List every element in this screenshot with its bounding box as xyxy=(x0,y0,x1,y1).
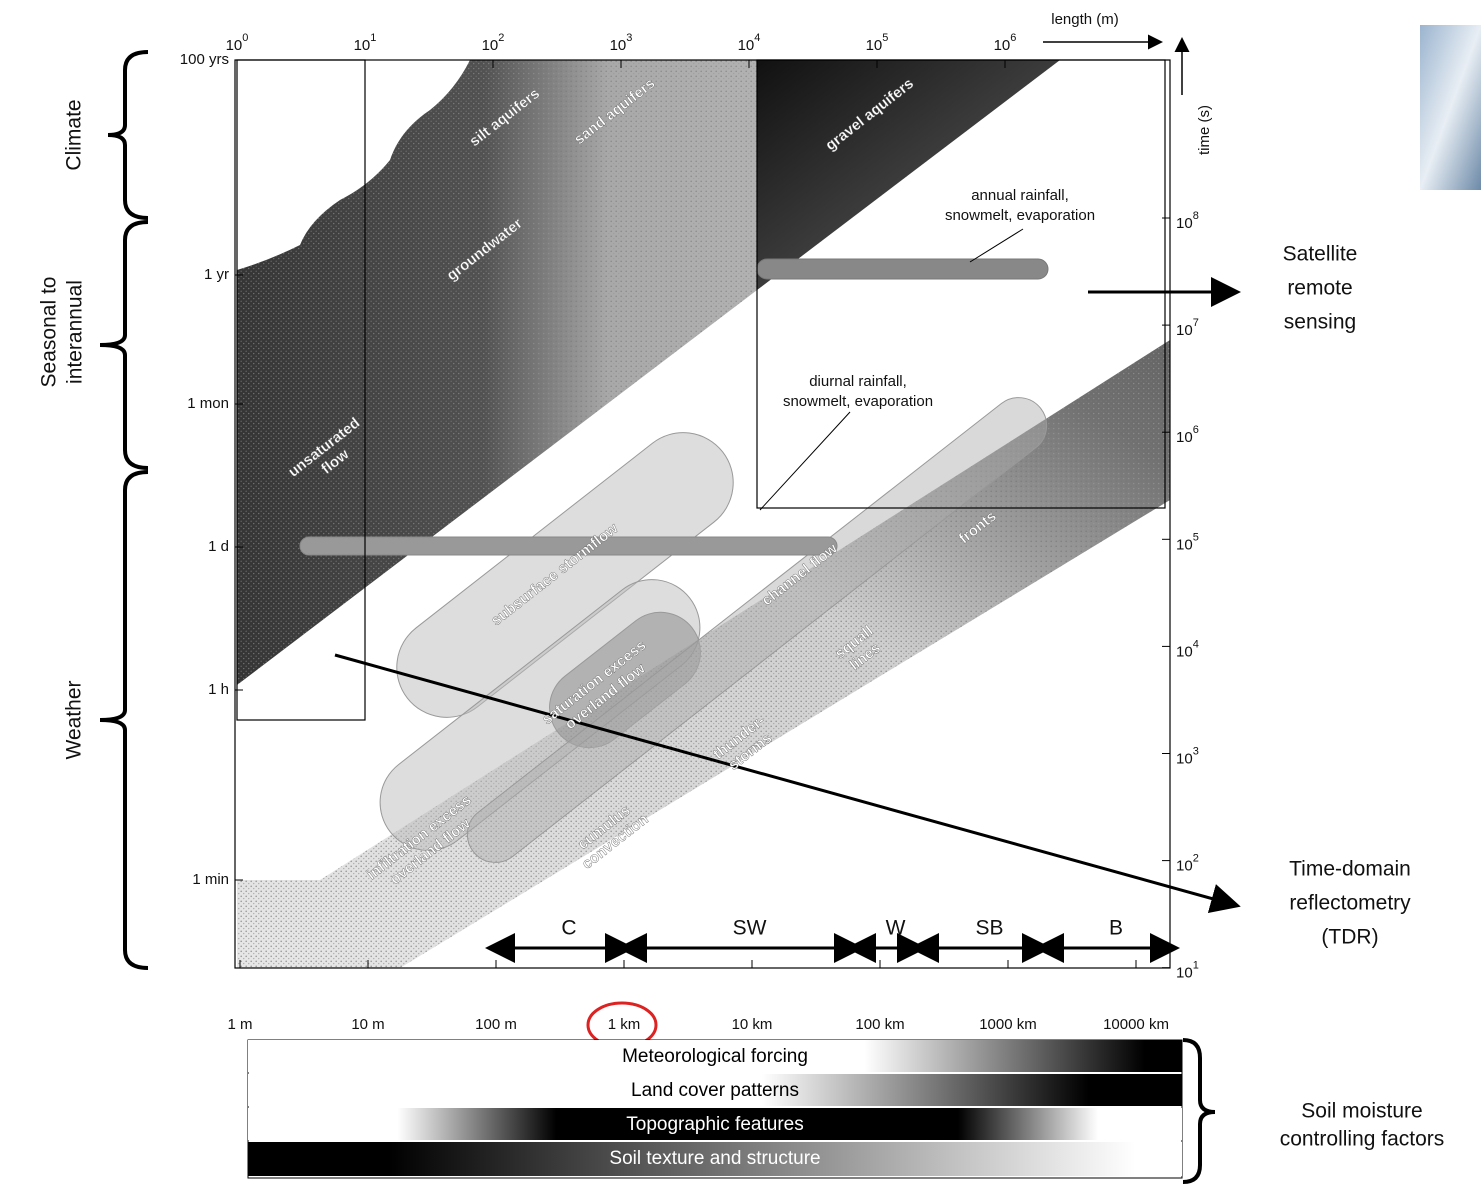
bottom-tick-label: 10 km xyxy=(732,1016,773,1033)
bottom-tick-label: 1000 km xyxy=(979,1016,1037,1033)
range-label: B xyxy=(1109,917,1123,940)
method-label-line: sensing xyxy=(1284,311,1356,334)
right-axis-label: time (s) xyxy=(1196,105,1213,155)
rainfall-note-line: diurnal rainfall, xyxy=(809,373,907,390)
method-label-line: reflectometry xyxy=(1289,892,1411,915)
left-tick-label: 1 min xyxy=(192,871,229,888)
tick-base: 10 xyxy=(1176,536,1193,553)
tick-exponent: 5 xyxy=(882,32,888,44)
tick-base: 10 xyxy=(738,37,755,54)
factor-label: Meteorological forcing xyxy=(622,1046,808,1067)
tick-exponent: 4 xyxy=(1193,638,1199,650)
factors-title-line: controlling factors xyxy=(1280,1128,1445,1151)
left-tick-label: 1 d xyxy=(208,538,229,555)
timescale-label-line: Weather xyxy=(63,681,86,760)
tick-base: 10 xyxy=(1176,215,1193,232)
right-tick-label: 106 xyxy=(1176,424,1199,446)
method-label: Time-domain reflectometry (TDR) xyxy=(1289,858,1411,949)
top-tick-label: 101 xyxy=(354,32,377,54)
method-label-line: Satellite xyxy=(1283,243,1358,266)
tick-base: 10 xyxy=(994,37,1011,54)
tick-exponent: 1 xyxy=(370,32,376,44)
left-tick-label: 1 mon xyxy=(187,395,229,412)
rainfall-note-line: snowmelt, evaporation xyxy=(945,207,1095,224)
method-label: Satellite remote sensing xyxy=(1283,243,1358,334)
timescale-label: Climate xyxy=(63,99,86,170)
factors-title-line: Soil moisture xyxy=(1301,1100,1422,1123)
left-tick-label: 1 yr xyxy=(204,266,229,283)
rainfall-note: annual rainfall, snowmelt, evaporation xyxy=(945,187,1095,224)
tick-exponent: 5 xyxy=(1193,531,1199,543)
figure: 100101102103104105106length (m)108107106… xyxy=(0,0,1481,1188)
bottom-tick-label: 100 m xyxy=(475,1016,517,1033)
right-tick-label: 101 xyxy=(1176,960,1199,982)
tick-base: 10 xyxy=(1176,643,1193,660)
tick-exponent: 4 xyxy=(754,32,760,44)
timescale-label-line: interannual xyxy=(64,280,87,384)
method-label-line: (TDR) xyxy=(1321,926,1378,949)
right-tick-label: 105 xyxy=(1176,531,1199,553)
right-tick-label: 102 xyxy=(1176,853,1199,875)
range-label: C xyxy=(561,917,576,940)
bottom-tick-label: 100 km xyxy=(855,1016,904,1033)
rainfall-note-line: annual rainfall, xyxy=(971,187,1069,204)
rainfall-note: diurnal rainfall, snowmelt, evaporation xyxy=(783,373,933,410)
tick-exponent: 3 xyxy=(626,32,632,44)
tick-exponent: 2 xyxy=(1193,853,1199,865)
right-tick-label: 103 xyxy=(1176,745,1199,767)
rainfall-note-line: snowmelt, evaporation xyxy=(783,393,933,410)
bottom-tick-label: 10 m xyxy=(351,1016,384,1033)
top-tick-label: 105 xyxy=(866,32,889,54)
satellite-image xyxy=(1420,25,1481,190)
tick-exponent: 7 xyxy=(1193,317,1199,329)
left-tick-label: 1 h xyxy=(208,681,229,698)
left-tick-label: 100 yrs xyxy=(180,51,229,68)
top-tick-label: 103 xyxy=(610,32,633,54)
tick-base: 10 xyxy=(482,37,499,54)
right-tick-label: 108 xyxy=(1176,210,1199,232)
tick-base: 10 xyxy=(1176,322,1193,339)
bottom-tick-label: 10000 km xyxy=(1103,1016,1169,1033)
top-tick-label: 106 xyxy=(994,32,1017,54)
tick-base: 10 xyxy=(1176,750,1193,767)
tick-base: 10 xyxy=(610,37,627,54)
tick-base: 10 xyxy=(1176,965,1193,982)
range-label: SW xyxy=(733,917,767,940)
factor-label: Topographic features xyxy=(626,1114,803,1135)
top-tick-label: 102 xyxy=(482,32,505,54)
right-tick-label: 104 xyxy=(1176,638,1199,660)
tick-exponent: 2 xyxy=(498,32,504,44)
tick-exponent: 6 xyxy=(1010,32,1016,44)
top-axis-label: length (m) xyxy=(1051,11,1119,28)
tick-base: 10 xyxy=(866,37,883,54)
timescale-label-line: Seasonal to xyxy=(38,277,61,388)
top-tick-label: 104 xyxy=(738,32,761,54)
bottom-tick-label: 1 km xyxy=(608,1016,641,1033)
tick-exponent: 3 xyxy=(1193,745,1199,757)
method-label-line: Time-domain xyxy=(1289,858,1411,881)
factor-label: Land cover patterns xyxy=(631,1080,799,1101)
bottom-tick-label: 1 m xyxy=(227,1016,252,1033)
timescale-label: Weather xyxy=(63,681,86,760)
factors-title: Soil moisture controlling factors xyxy=(1280,1100,1445,1151)
tick-base: 10 xyxy=(1176,429,1193,446)
tick-base: 10 xyxy=(354,37,371,54)
range-label: SB xyxy=(975,917,1003,940)
timescale-label-line: Climate xyxy=(63,99,86,170)
range-label: W xyxy=(886,917,906,940)
tick-exponent: 1 xyxy=(1193,960,1199,972)
tick-exponent: 0 xyxy=(242,32,248,44)
tick-exponent: 8 xyxy=(1193,210,1199,222)
method-label-line: remote xyxy=(1287,277,1352,300)
tick-exponent: 6 xyxy=(1193,424,1199,436)
tick-base: 10 xyxy=(1176,858,1193,875)
top-tick-label: 100 xyxy=(226,32,249,54)
factor-label: Soil texture and structure xyxy=(609,1148,820,1169)
right-tick-label: 107 xyxy=(1176,317,1199,339)
